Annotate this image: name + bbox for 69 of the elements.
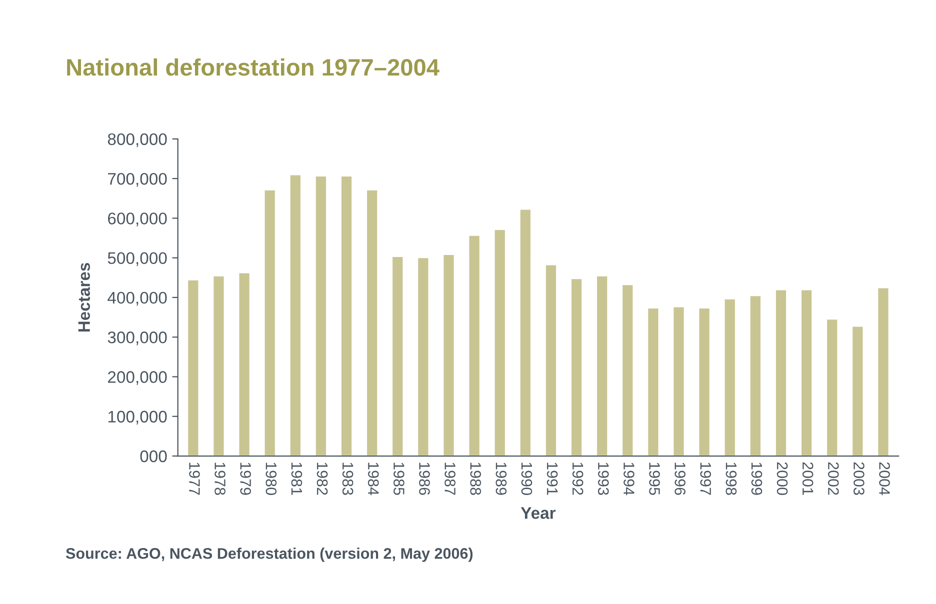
y-tick-label: 600,000: [108, 212, 167, 226]
chart-title: National deforestation 1977–2004: [67, 58, 440, 76]
x-tick-label: 2001: [802, 462, 814, 495]
x-tick-label: 1992: [572, 462, 584, 495]
x-tick-label: 1987: [444, 462, 456, 495]
x-tick-label: 1997: [700, 462, 712, 495]
x-tick-label: 2002: [828, 462, 839, 495]
y-tick-label: 700,000: [108, 172, 167, 187]
bar: [544, 264, 558, 456]
bar: [774, 288, 788, 456]
bar: [442, 254, 456, 456]
source-note: Source: AGO, NCAS Deforestation (version 2, May 2006): [66, 548, 473, 562]
x-tick-label: 1994: [624, 462, 634, 496]
bar: [851, 325, 864, 456]
bar: [646, 307, 660, 456]
bar: [493, 228, 506, 456]
x-tick-label: 1996: [674, 462, 686, 495]
y-tick-label: 000: [140, 450, 167, 462]
x-tick-label: 1979: [240, 462, 252, 495]
x-tick-label: 2000: [776, 462, 788, 495]
x-tick-label: 1978: [214, 462, 226, 495]
x-tick-label: 1989: [496, 462, 507, 495]
x-tick-label: 1995: [649, 462, 660, 495]
x-tick-label: 1981: [291, 462, 302, 495]
bar: [366, 188, 379, 456]
bar: [698, 307, 711, 456]
x-tick-label: 1999: [751, 462, 762, 495]
x-tick-label: 1988: [470, 462, 482, 495]
x-tick-label: 1986: [419, 462, 430, 495]
x-tick-label: 1993: [598, 462, 609, 495]
y-tick-label: 300,000: [108, 332, 167, 346]
x-tick-label: 1990: [521, 462, 532, 495]
bar: [826, 318, 839, 456]
x-tick-label: 1984: [368, 462, 379, 496]
x-axis-title: Year: [520, 507, 556, 519]
bar: [340, 175, 353, 456]
bar: [800, 288, 813, 456]
x-tick-label: 2004: [879, 462, 890, 496]
y-tick-label: 100,000: [108, 410, 167, 425]
bar: [570, 278, 583, 456]
bar: [314, 175, 328, 456]
bar: [518, 208, 532, 456]
bar: [621, 284, 634, 456]
x-tick-label: 1977: [189, 462, 200, 495]
bar: [212, 274, 226, 456]
bar: [186, 278, 200, 456]
bar: [238, 272, 251, 456]
bar: [468, 234, 481, 456]
x-tick-label: 1980: [266, 462, 277, 495]
bar: [596, 274, 609, 456]
x-tick-label: 1998: [726, 462, 737, 495]
y-tick-label: 400,000: [108, 292, 167, 306]
bar: [723, 298, 736, 456]
bar: [672, 306, 686, 456]
x-tick-label: 2003: [854, 462, 864, 495]
bar: [876, 286, 890, 456]
bar: [748, 294, 762, 456]
y-tick-label: 200,000: [108, 371, 167, 385]
bar: [263, 188, 276, 456]
x-tick-label: 1991: [546, 462, 558, 495]
bar: [288, 174, 302, 456]
y-tick-label: 800,000: [108, 133, 167, 148]
bar: [416, 256, 430, 456]
y-tick-label: 500,000: [108, 252, 167, 266]
y-axis-title: Hectares: [78, 262, 90, 332]
x-tick-label: 1983: [342, 462, 354, 495]
bar: [391, 256, 404, 456]
x-tick-label: 1985: [394, 462, 404, 495]
x-tick-label: 1982: [316, 462, 328, 495]
